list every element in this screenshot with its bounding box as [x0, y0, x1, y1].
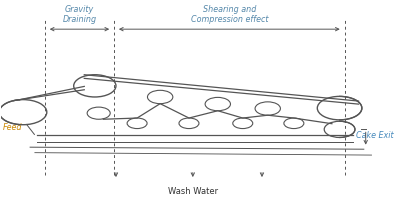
Text: Wash Water: Wash Water [168, 187, 218, 196]
Text: Gravity
Draining: Gravity Draining [62, 5, 96, 24]
Text: Cake Exit: Cake Exit [356, 131, 394, 140]
Text: Shearing and
Compression effect: Shearing and Compression effect [190, 5, 268, 24]
Text: Feed: Feed [3, 123, 22, 132]
